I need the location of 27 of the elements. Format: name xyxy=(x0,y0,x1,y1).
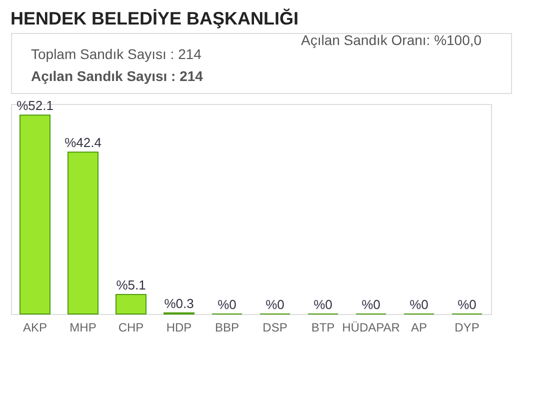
x-tick-label: AKP xyxy=(22,320,48,334)
x-tick-label: MHP xyxy=(70,320,96,334)
x-tick-label: AP xyxy=(410,320,428,334)
data-label: %5.1 xyxy=(116,278,146,293)
data-label: %42.4 xyxy=(64,135,102,150)
data-label: %0 xyxy=(314,297,332,312)
data-label: %0 xyxy=(410,297,428,312)
x-tick-label: BBP xyxy=(214,320,240,334)
x-tick-label: DYP xyxy=(454,320,480,334)
x-tick-label: DSP xyxy=(262,320,288,334)
data-label: %52.1 xyxy=(16,98,54,114)
text: Açılan Sandık Sayısı : 214 xyxy=(31,68,204,84)
bar xyxy=(68,152,98,314)
data-label: %0 xyxy=(218,297,236,312)
text: Toplam Sandık Sayısı : 214 xyxy=(31,46,202,62)
x-tick-label: HÜDAPAR xyxy=(342,320,400,334)
data-label: %0 xyxy=(458,297,476,312)
chart-title: HENDEK BELEDİYE BAŞKANLIĞI xyxy=(10,8,299,28)
data-label: %0 xyxy=(362,297,380,312)
x-tick-label: HDP xyxy=(166,320,192,334)
text: Açılan Sandık Oranı: %100,0 xyxy=(301,32,482,48)
bar xyxy=(20,114,50,314)
data-label: %0.3 xyxy=(164,296,194,311)
bar xyxy=(116,294,146,314)
data-label: %0 xyxy=(266,297,284,312)
x-tick-label: CHP xyxy=(118,320,144,334)
x-tick-label: BTP xyxy=(311,320,335,334)
